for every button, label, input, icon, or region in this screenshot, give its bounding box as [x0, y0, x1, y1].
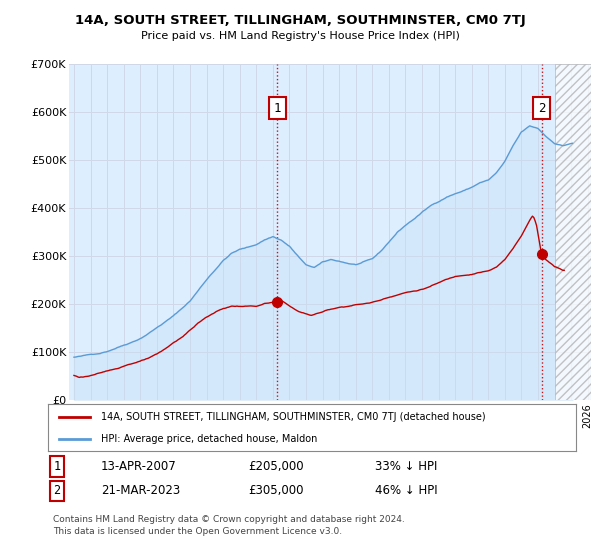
Text: Price paid vs. HM Land Registry's House Price Index (HPI): Price paid vs. HM Land Registry's House …	[140, 31, 460, 41]
Text: 46% ↓ HPI: 46% ↓ HPI	[376, 484, 438, 497]
Text: £205,000: £205,000	[248, 460, 304, 473]
Text: Contains HM Land Registry data © Crown copyright and database right 2024.
This d: Contains HM Land Registry data © Crown c…	[53, 515, 405, 536]
Text: HPI: Average price, detached house, Maldon: HPI: Average price, detached house, Mald…	[101, 434, 317, 444]
Text: 33% ↓ HPI: 33% ↓ HPI	[376, 460, 438, 473]
Text: 21-MAR-2023: 21-MAR-2023	[101, 484, 180, 497]
Text: £305,000: £305,000	[248, 484, 304, 497]
Text: 1: 1	[274, 101, 281, 115]
Text: 2: 2	[53, 484, 61, 497]
Text: 1: 1	[53, 460, 61, 473]
Text: 2: 2	[538, 101, 545, 115]
Text: 13-APR-2007: 13-APR-2007	[101, 460, 176, 473]
Text: 14A, SOUTH STREET, TILLINGHAM, SOUTHMINSTER, CM0 7TJ (detached house): 14A, SOUTH STREET, TILLINGHAM, SOUTHMINS…	[101, 412, 485, 422]
Text: 14A, SOUTH STREET, TILLINGHAM, SOUTHMINSTER, CM0 7TJ: 14A, SOUTH STREET, TILLINGHAM, SOUTHMINS…	[74, 14, 526, 27]
